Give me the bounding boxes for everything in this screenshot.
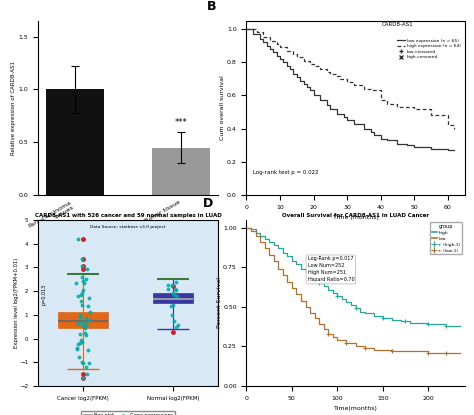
PathPatch shape: [153, 293, 193, 303]
X-axis label: Time(months): Time(months): [334, 406, 377, 411]
Text: B: B: [207, 0, 217, 13]
PathPatch shape: [58, 312, 108, 328]
Text: p=0.013: p=0.013: [42, 284, 46, 305]
Text: Data Source: starbase v3.0 project: Data Source: starbase v3.0 project: [90, 225, 166, 229]
Text: CARD8-AS1: CARD8-AS1: [382, 22, 413, 27]
Text: D: D: [203, 197, 213, 210]
Text: Log-Rank p=0.017
Low Num=252
High Num=251
Hazard Ratio=0.70: Log-Rank p=0.017 Low Num=252 High Num=25…: [308, 256, 354, 283]
Text: Log-rank test p = 0.022: Log-rank test p = 0.022: [253, 170, 319, 175]
Y-axis label: Relative expression of CARD8-AS1: Relative expression of CARD8-AS1: [11, 61, 16, 155]
Y-axis label: Expression level log2(FPKM+0.01): Expression level log2(FPKM+0.01): [14, 258, 18, 348]
Y-axis label: Percent Survival: Percent Survival: [217, 278, 222, 328]
Legend: Box plot, Gene expressions: Box plot, Gene expressions: [81, 411, 175, 415]
Bar: [152, 147, 210, 195]
Bar: [46, 89, 104, 195]
Title: Overall Survival for CARD8-AS1 in LUAD Cancer: Overall Survival for CARD8-AS1 in LUAD C…: [282, 213, 429, 218]
Legend: low expression (n = 65), high expression (n = 64), low-censored, high-censored: low expression (n = 65), high expression…: [395, 37, 462, 61]
Y-axis label: Cum overall survival: Cum overall survival: [220, 76, 226, 140]
Text: ***: ***: [174, 118, 187, 127]
Legend: high, low, + (high,1), + (low,1): high, low, + (high,1), + (low,1): [430, 222, 462, 254]
Title: CARD8-AS1 with 526 cancer and 59 normal samples in LUAD: CARD8-AS1 with 526 cancer and 59 normal …: [35, 213, 221, 218]
X-axis label: Time (months): Time (months): [333, 215, 378, 220]
